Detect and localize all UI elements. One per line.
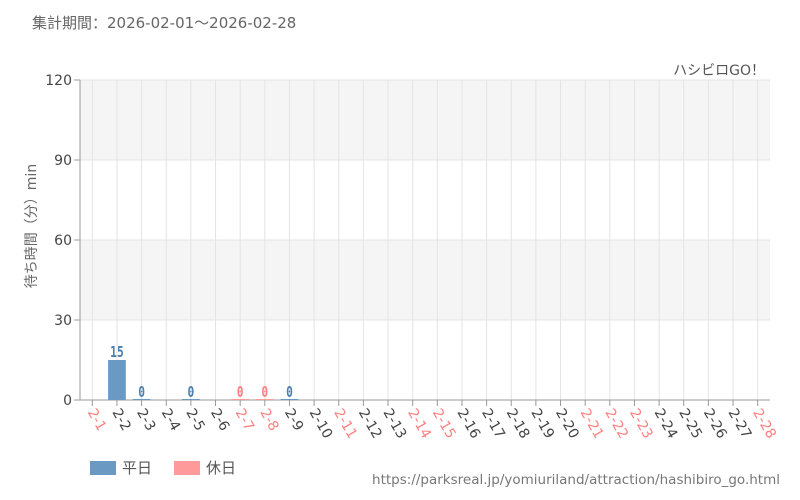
x-tick-label: 2-4 <box>158 406 183 434</box>
bar <box>255 399 274 400</box>
y-tick-label: 0 <box>63 393 72 409</box>
x-tick-label: 2-16 <box>454 406 484 442</box>
bar <box>132 399 151 400</box>
x-tick-label: 2-15 <box>429 406 459 442</box>
data-label: 0 <box>188 385 195 402</box>
x-tick-label: 2-14 <box>404 406 434 442</box>
x-tick-label: 2-10 <box>306 406 336 442</box>
data-label: 0 <box>237 385 244 402</box>
source-url: https://parksreal.jp/yomiuriland/attract… <box>372 472 780 488</box>
x-tick-label: 2-1 <box>84 406 109 434</box>
bar <box>231 399 250 400</box>
y-tick-label: 120 <box>45 73 72 89</box>
legend-label-weekday: 平日 <box>122 459 153 477</box>
period-label: 集計期間：2026-02-01～2026-02-28 <box>32 14 297 32</box>
x-tick-label: 2-12 <box>355 406 385 442</box>
plot-band <box>80 240 770 320</box>
x-tick-label: 2-21 <box>577 406 607 442</box>
data-label: 0 <box>286 385 293 402</box>
x-tick-label: 2-6 <box>207 406 232 434</box>
legend-swatch-weekday <box>90 460 116 475</box>
x-tick-label: 2-17 <box>478 406 508 442</box>
x-tick-label: 2-24 <box>651 406 681 442</box>
x-tick-label: 2-3 <box>133 406 158 434</box>
bar <box>108 360 126 400</box>
data-label: 0 <box>261 385 268 402</box>
x-tick-label: 2-2 <box>109 406 134 434</box>
legend-swatch-holiday <box>174 460 201 475</box>
x-tick-label: 2-22 <box>601 406 631 442</box>
data-label: 0 <box>138 385 145 402</box>
x-tick-label: 2-18 <box>503 406 533 442</box>
x-tick-label: 2-27 <box>725 406 755 442</box>
x-tick-label: 2-26 <box>700 406 730 442</box>
y-axis-title: 待ち時間（分）min <box>24 164 40 288</box>
legend-item-weekday[interactable]: 平日 <box>90 457 152 478</box>
x-tick-label: 2-25 <box>675 406 705 442</box>
x-tick-label: 2-28 <box>749 406 779 442</box>
x-tick-label: 2-7 <box>232 406 257 434</box>
bar <box>280 399 299 400</box>
x-tick-label: 2-19 <box>527 406 557 442</box>
y-tick-label: 60 <box>54 233 72 249</box>
data-label: 15 <box>110 345 124 362</box>
x-tick-label: 2-5 <box>182 406 207 434</box>
bar <box>182 399 200 400</box>
legend-item-holiday[interactable]: 休日 <box>174 457 236 478</box>
x-tick-label: 2-23 <box>626 406 656 442</box>
y-tick-label: 90 <box>54 153 72 169</box>
x-tick-label: 2-13 <box>380 406 410 442</box>
x-tick-label: 2-20 <box>552 406 582 442</box>
x-tick-label: 2-8 <box>256 406 281 434</box>
y-tick-label: 30 <box>54 313 72 329</box>
x-tick-label: 2-9 <box>281 406 306 434</box>
legend-label-holiday: 休日 <box>206 459 237 477</box>
chart-legend: 平日 休日 <box>90 457 236 478</box>
x-tick-label: 2-11 <box>330 406 360 442</box>
chart-title: ハシビロGO！ <box>673 63 765 79</box>
plot-band <box>80 80 770 160</box>
